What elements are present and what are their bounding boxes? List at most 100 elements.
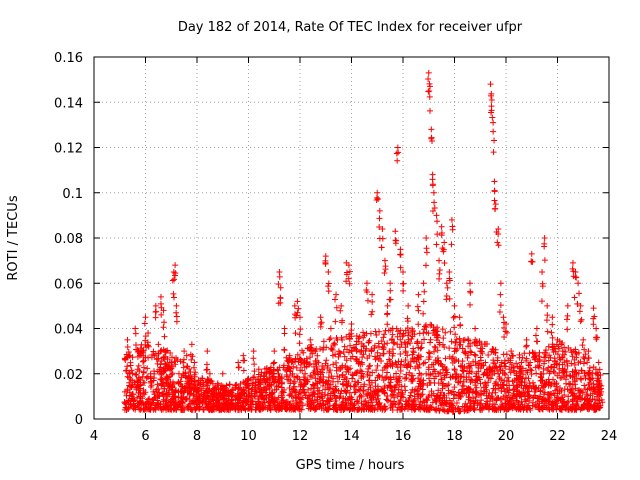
background-point (407, 358, 414, 365)
background-point (472, 382, 479, 389)
background-point (566, 381, 573, 388)
background-point (312, 375, 319, 382)
background-point (569, 368, 576, 375)
cluster-point (188, 356, 195, 363)
background-point (554, 397, 561, 404)
data-point (230, 393, 237, 400)
cluster-point (482, 369, 489, 376)
background-point (540, 370, 547, 377)
background-point (185, 403, 192, 410)
background-point (236, 397, 243, 404)
background-point (521, 350, 528, 357)
cluster-point (194, 396, 201, 403)
background-point (374, 392, 381, 399)
background-point (138, 341, 145, 348)
background-point (577, 388, 584, 395)
cluster-point (325, 283, 332, 290)
cluster-point (558, 374, 565, 381)
background-point (427, 339, 434, 346)
background-point (396, 400, 403, 407)
data-point (577, 302, 584, 309)
data-point (199, 375, 206, 382)
cluster-point (204, 366, 211, 373)
background-point (386, 356, 393, 363)
background-point (374, 349, 381, 356)
background-point (368, 348, 375, 355)
background-point (375, 395, 382, 402)
background-point (527, 366, 534, 373)
background-point (195, 388, 202, 395)
cluster-point (161, 333, 168, 340)
data-point (389, 325, 396, 332)
background-point (484, 395, 491, 402)
cluster-point (523, 343, 530, 350)
x-tick-label: 18 (446, 429, 463, 444)
background-point (505, 374, 512, 381)
background-point (463, 407, 470, 414)
cluster-point (400, 287, 407, 294)
background-point (266, 369, 273, 376)
background-point (405, 336, 412, 343)
cluster-point (256, 385, 263, 392)
background-point (127, 376, 134, 383)
background-point (453, 356, 460, 363)
background-point (565, 393, 572, 400)
data-point (443, 280, 450, 287)
data-point (363, 280, 370, 287)
data-point (580, 336, 587, 343)
background-point (187, 369, 194, 376)
background-point (397, 336, 404, 343)
background-point (429, 370, 436, 377)
background-point (389, 352, 396, 359)
data-point (353, 348, 360, 355)
x-tick-label: 8 (193, 429, 201, 444)
cluster-point (142, 333, 149, 340)
data-point (302, 370, 309, 377)
background-point (325, 374, 332, 381)
data-point (500, 314, 507, 321)
background-point (440, 406, 447, 413)
background-point (449, 353, 456, 360)
data-point (488, 96, 495, 103)
background-point (145, 396, 152, 403)
cluster-point (173, 309, 180, 316)
background-point (381, 341, 388, 348)
cluster-point (462, 348, 469, 355)
background-point (435, 387, 442, 394)
cluster-point (240, 367, 247, 374)
background-point (376, 373, 383, 380)
background-point (398, 358, 405, 365)
background-point (581, 382, 588, 389)
background-point (472, 352, 479, 359)
background-point (444, 407, 451, 414)
background-point (511, 390, 518, 397)
background-point (568, 360, 575, 367)
background-point (298, 400, 305, 407)
data-point (121, 388, 128, 395)
background-point (393, 370, 400, 377)
background-point (357, 349, 364, 356)
data-point (157, 293, 164, 300)
background-point (274, 367, 281, 374)
background-point (498, 403, 505, 410)
background-point (342, 395, 349, 402)
y-tick-label: 0.14 (54, 96, 83, 111)
background-point (404, 364, 411, 371)
background-point (341, 376, 348, 383)
background-point (537, 373, 544, 380)
x-tick-label: 16 (395, 429, 412, 444)
cluster-point (167, 378, 174, 385)
data-point (415, 291, 422, 298)
background-point (145, 354, 152, 361)
background-point (547, 390, 554, 397)
cluster-point (439, 245, 446, 252)
cluster-point (495, 231, 502, 238)
background-point (494, 368, 501, 375)
data-point (585, 348, 592, 355)
data-point (127, 352, 134, 359)
cluster-point (387, 287, 394, 294)
background-point (366, 377, 373, 384)
cluster-point (489, 114, 496, 121)
cluster-point (500, 324, 507, 331)
